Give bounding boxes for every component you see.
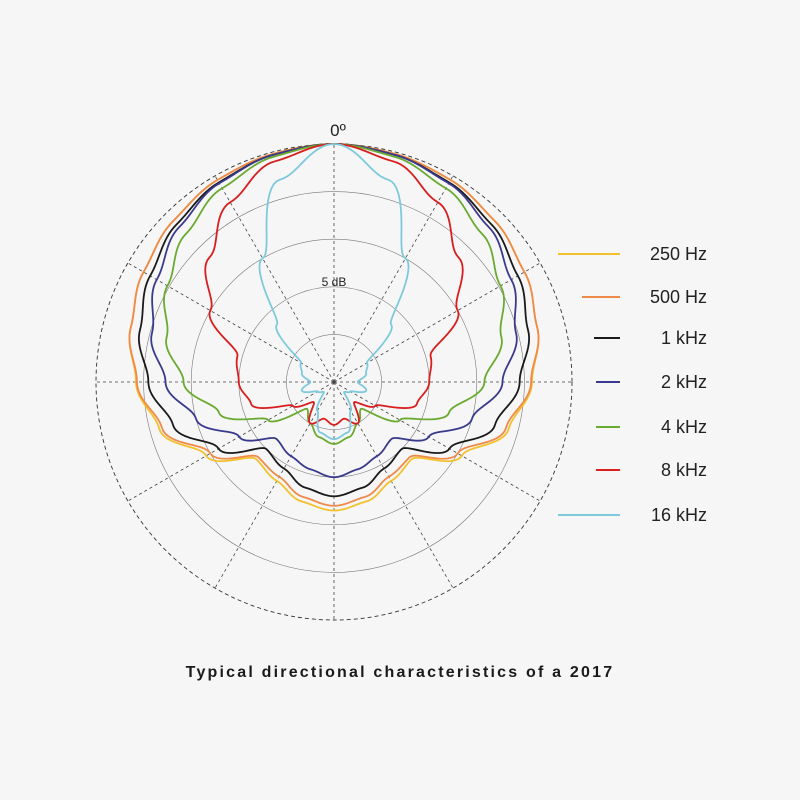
legend-label: 500 Hz — [650, 287, 707, 307]
grid-spoke — [333, 262, 541, 383]
series-16-khz — [258, 143, 410, 441]
legend-label: 8 kHz — [661, 460, 707, 480]
grid-spoke — [333, 381, 454, 589]
polar-series — [128, 143, 540, 512]
polar-grid — [95, 143, 573, 621]
series-8-khz — [204, 143, 464, 426]
legend-label: 1 kHz — [661, 328, 707, 348]
radial-label-5db: 5 dB — [322, 275, 347, 289]
series-500-hz — [128, 143, 540, 507]
series-4-khz — [163, 143, 505, 445]
angle-label-0: 0º — [330, 121, 346, 140]
grid-circle — [143, 191, 525, 573]
grid-circle — [286, 334, 382, 430]
legend-label: 16 kHz — [651, 505, 707, 525]
grid-spoke — [214, 381, 335, 589]
legend: 250 Hz 500 Hz 1 kHz 2 kHz 4 kHz 8 kHz 16 kHz — [558, 244, 707, 525]
chart-caption: Typical directional characteristics of a… — [185, 664, 615, 681]
series-2-khz — [150, 143, 518, 479]
grid-spoke — [214, 175, 335, 383]
grid-spoke — [127, 381, 335, 502]
grid-spoke — [333, 175, 454, 383]
grid-spoke — [333, 381, 541, 502]
legend-label: 250 Hz — [650, 244, 707, 264]
grid-spoke — [127, 262, 335, 383]
series-1-khz — [138, 143, 530, 498]
legend-label: 2 kHz — [661, 372, 707, 392]
grid-circle — [190, 238, 478, 526]
legend-label: 4 kHz — [661, 417, 707, 437]
